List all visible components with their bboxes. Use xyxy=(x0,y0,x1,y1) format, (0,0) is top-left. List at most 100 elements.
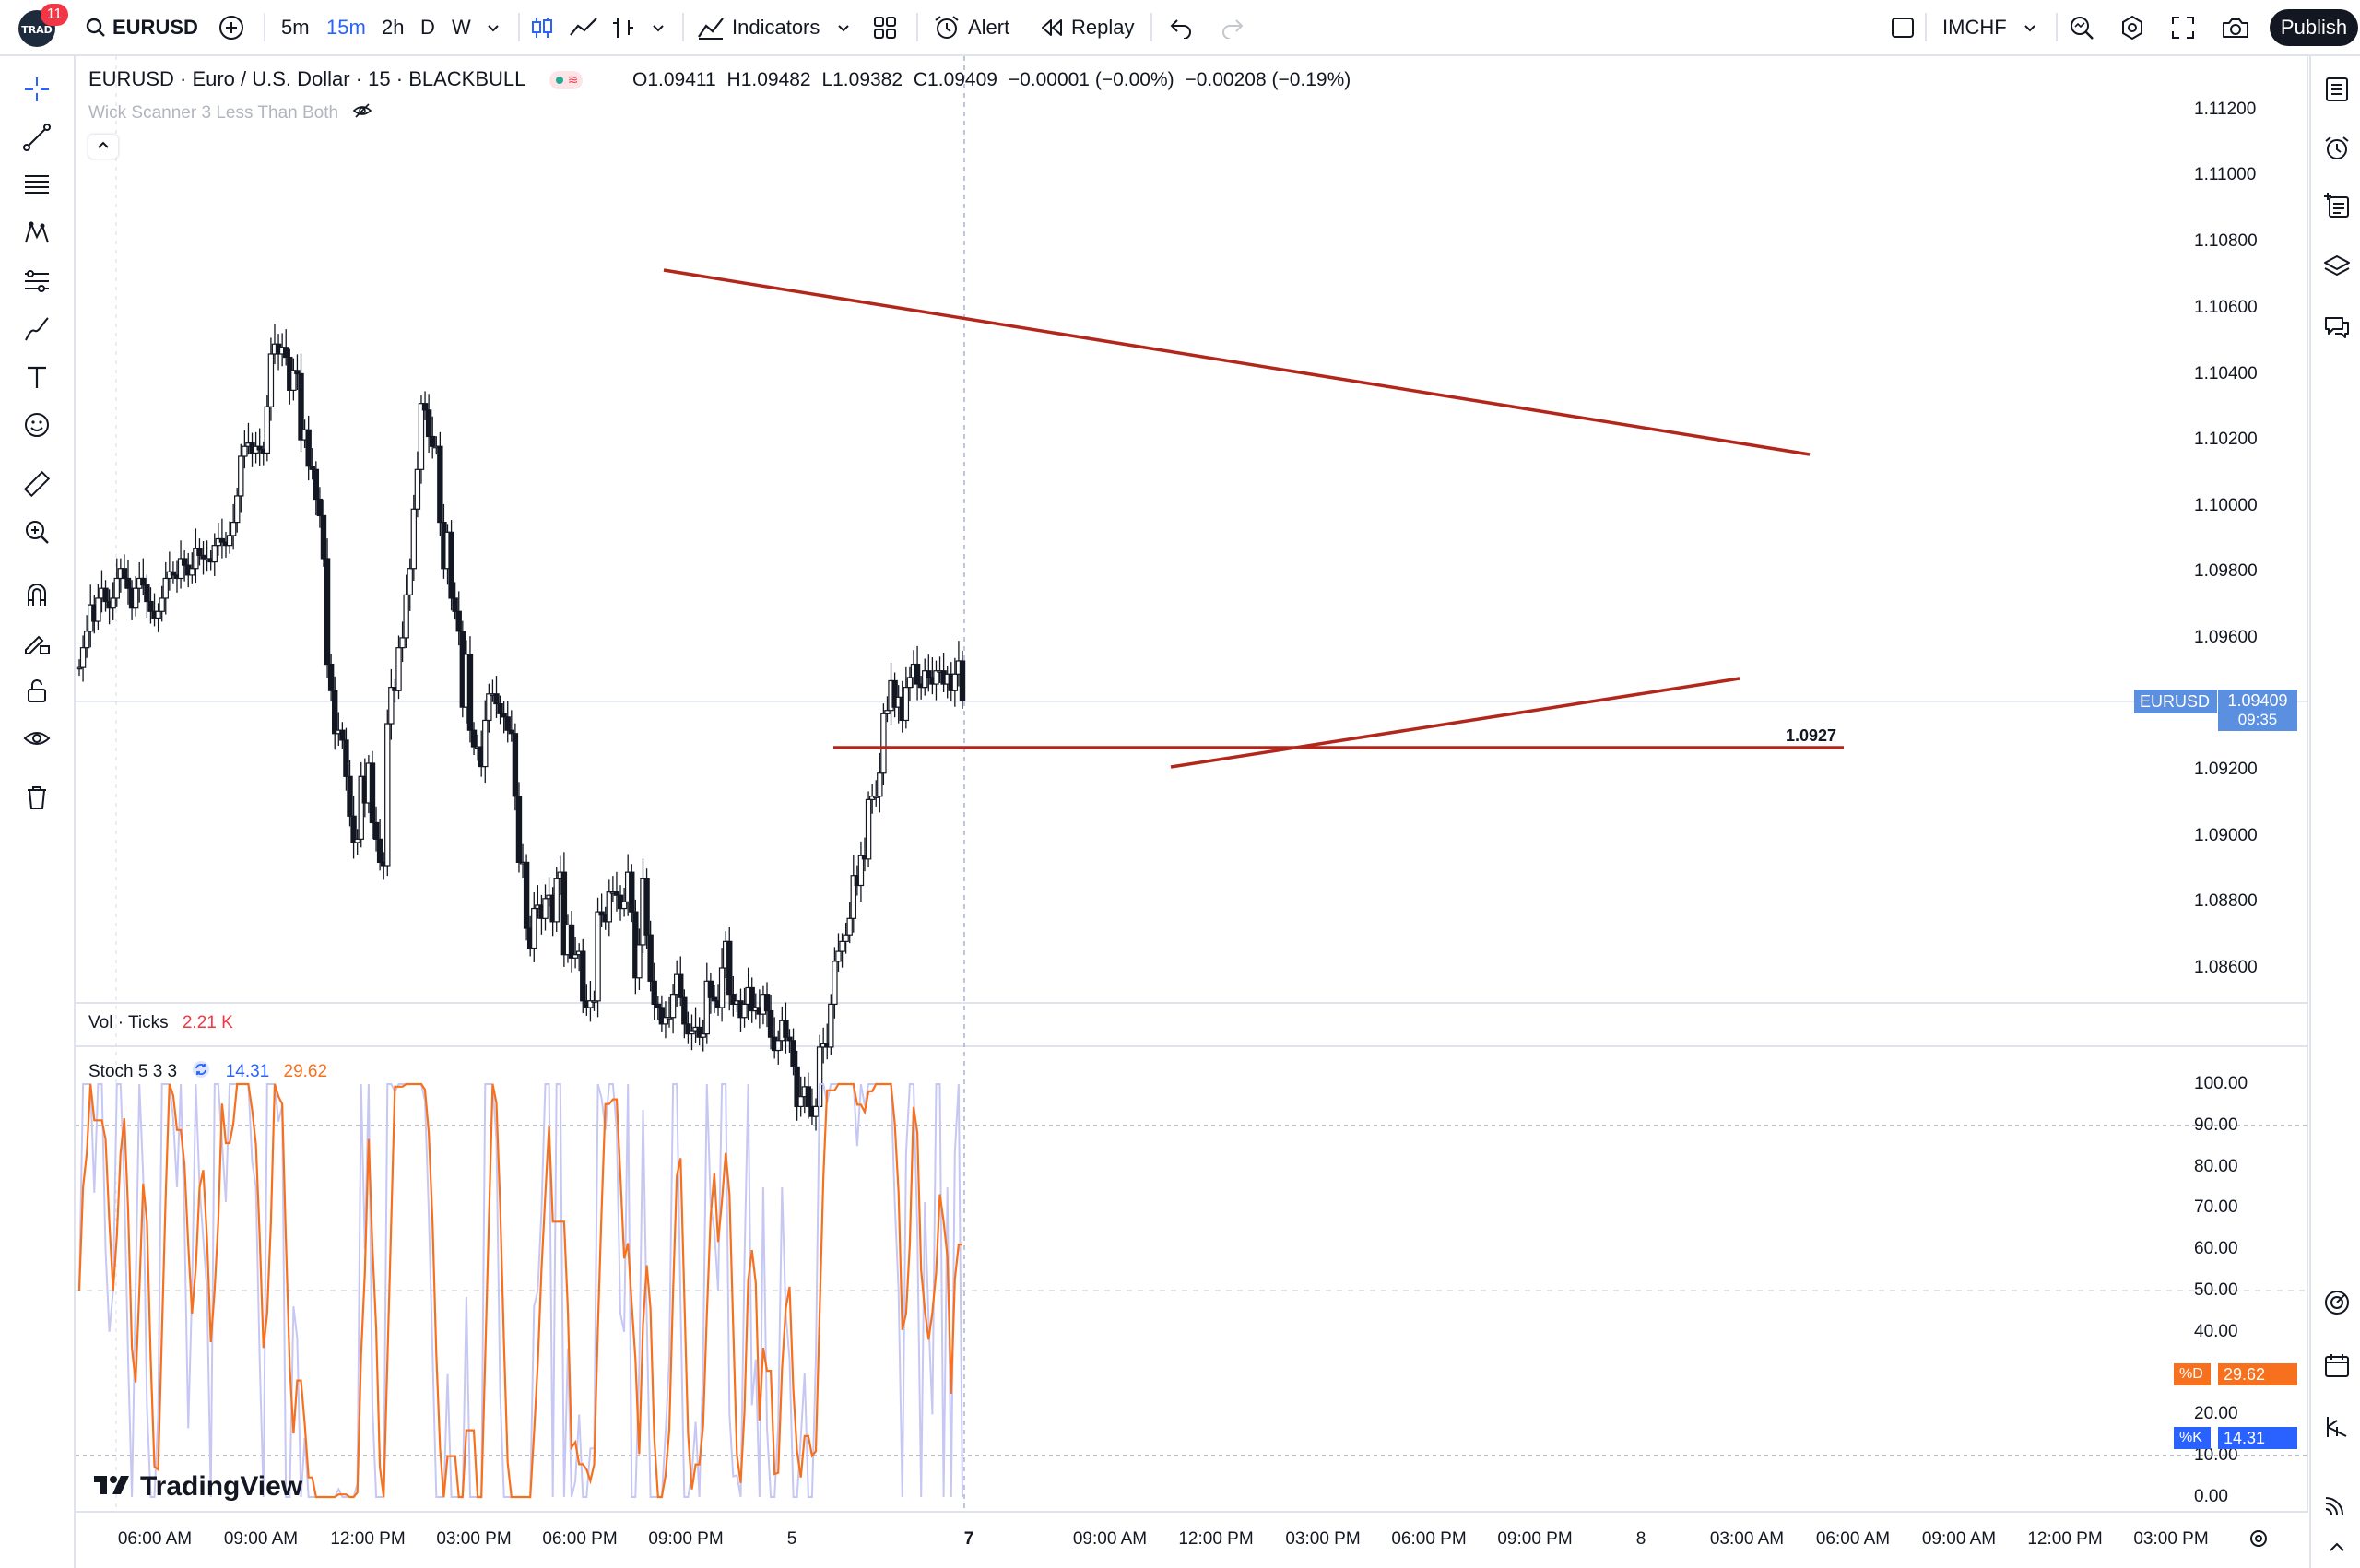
candle-body xyxy=(647,934,654,982)
candle-body xyxy=(332,690,338,735)
candle-body xyxy=(857,855,865,887)
stoch-d-badge-label: %D xyxy=(2174,1363,2211,1385)
candle-body xyxy=(707,980,714,998)
candle-body xyxy=(177,558,184,580)
gear-icon xyxy=(2118,14,2146,41)
candle-body xyxy=(414,468,421,510)
crosshair-tool[interactable] xyxy=(18,73,55,110)
brush-tool[interactable] xyxy=(18,312,55,349)
stoch-legend[interactable]: Stoch 5 3 3 14.31 29.62 xyxy=(88,1059,327,1085)
stoch-d-value: 29.62 xyxy=(283,1062,328,1082)
symbol-legend[interactable]: EURUSD · Euro / U.S. Dollar · 15 · BLACK… xyxy=(88,67,583,91)
replay-label: Replay xyxy=(1071,15,1135,39)
screenshot-button[interactable] xyxy=(2221,0,2250,54)
symbol-search[interactable]: EURUSD xyxy=(85,0,198,54)
watchlist-button[interactable] xyxy=(2319,73,2355,110)
tradingview-watermark[interactable]: TradingView xyxy=(92,1471,302,1503)
last-price: 1.09409 xyxy=(2227,691,2288,710)
interval-2h[interactable]: 2h xyxy=(382,15,405,39)
bar-type-button[interactable] xyxy=(610,0,636,54)
layouts-grid-button[interactable] xyxy=(872,0,898,54)
fullscreen-icon xyxy=(2170,15,2196,41)
calendar-button[interactable] xyxy=(2319,1349,2355,1385)
layout-dropdown[interactable] xyxy=(2023,0,2037,54)
price-tick: 1.10600 xyxy=(2194,298,2258,317)
indicators-button[interactable]: Indicators xyxy=(697,0,820,54)
technicals-button[interactable] xyxy=(2319,1286,2355,1323)
object-tree-button[interactable] xyxy=(2319,250,2355,287)
crosshair-icon xyxy=(22,75,52,109)
price-tick: 1.10400 xyxy=(2194,364,2258,383)
collapse-legend-button[interactable] xyxy=(88,135,118,159)
signal-button[interactable] xyxy=(2319,1487,2355,1524)
candle-body xyxy=(267,353,275,407)
fib-tool[interactable] xyxy=(18,169,55,206)
interval-d[interactable]: D xyxy=(420,15,435,39)
refresh-icon[interactable] xyxy=(191,1059,211,1085)
price-tick: 1.10800 xyxy=(2194,231,2258,251)
stoch-tick: 20.00 xyxy=(2194,1404,2238,1423)
candle-body xyxy=(482,719,489,768)
news-button[interactable] xyxy=(2319,189,2355,226)
indicators-dropdown[interactable] xyxy=(836,0,851,54)
volume-legend[interactable]: Vol · Ticks 2.21 K xyxy=(88,1013,233,1033)
indicator-legend[interactable]: Wick Scanner 3 Less Than Both xyxy=(88,102,372,124)
magnet-tool[interactable] xyxy=(18,578,55,615)
candle-body xyxy=(783,1020,789,1038)
candle-body xyxy=(395,647,402,691)
candle-body xyxy=(264,406,271,454)
layout-name[interactable]: IMCHF xyxy=(1942,15,2007,39)
replay-button[interactable]: Replay xyxy=(1040,0,1134,54)
quick-search-button[interactable] xyxy=(2068,0,2095,54)
collapse-up-button[interactable] xyxy=(2319,1535,2355,1562)
remove-drawings-tool[interactable] xyxy=(18,781,55,818)
time-tick: 5 xyxy=(786,1529,797,1549)
pattern-tool[interactable] xyxy=(18,217,55,253)
stay-drawing-tool[interactable] xyxy=(18,626,55,663)
alert-button[interactable]: Alert xyxy=(933,0,1009,54)
undo-button[interactable] xyxy=(1169,0,1193,54)
news-plus-icon xyxy=(2322,191,2352,225)
wave-icon: ≋ xyxy=(567,72,579,88)
zoom-in-tool[interactable] xyxy=(18,515,55,552)
candle-body xyxy=(372,821,380,840)
interval-5m[interactable]: 5m xyxy=(281,15,310,39)
notification-badge[interactable]: 11 xyxy=(41,4,68,26)
interval-15m[interactable]: 15m xyxy=(326,15,366,39)
fullscreen-button[interactable] xyxy=(2170,0,2196,54)
candle-body xyxy=(689,1030,695,1035)
chart-canvas[interactable]: 1.0927 xyxy=(76,56,2308,1568)
compare-add-button[interactable] xyxy=(218,0,245,54)
stoch-tick: 50.00 xyxy=(2194,1280,2238,1300)
sync-drawings-checkbox[interactable] xyxy=(1890,0,1916,54)
pine-editor-button[interactable] xyxy=(2319,1409,2355,1446)
candle-body xyxy=(568,924,575,959)
text-tool[interactable] xyxy=(18,360,55,397)
chart-type-dropdown[interactable] xyxy=(651,0,666,54)
hide-drawings-tool[interactable] xyxy=(18,722,55,759)
candle-body xyxy=(835,950,842,962)
interval-dropdown[interactable] xyxy=(486,0,501,54)
chats-button[interactable] xyxy=(2319,311,2355,348)
alerts-panel-button[interactable] xyxy=(2319,132,2355,169)
candle-body xyxy=(643,878,650,936)
candle-body xyxy=(110,597,116,609)
trend-line-tool[interactable] xyxy=(18,121,55,158)
interval-w[interactable]: W xyxy=(452,15,471,39)
candles-chart-type-button[interactable] xyxy=(529,0,555,54)
axis-settings-button[interactable] xyxy=(2248,1527,2270,1554)
lock-drawings-tool[interactable] xyxy=(18,674,55,711)
candle-body xyxy=(711,996,718,1002)
settings-button[interactable] xyxy=(2118,0,2146,54)
candle-body xyxy=(685,1023,691,1035)
candle-body xyxy=(598,911,605,916)
line-chart-button[interactable] xyxy=(569,0,598,54)
emoji-tool[interactable] xyxy=(18,408,55,445)
candle-body xyxy=(794,1066,800,1107)
eye-crossed-icon[interactable] xyxy=(352,102,372,124)
forecast-tool[interactable] xyxy=(18,265,55,301)
redo-button[interactable] xyxy=(1221,0,1245,54)
market-status-badge[interactable]: ≋ xyxy=(549,71,583,90)
measure-tool[interactable] xyxy=(18,467,55,504)
publish-button[interactable]: Publish xyxy=(2270,9,2358,46)
